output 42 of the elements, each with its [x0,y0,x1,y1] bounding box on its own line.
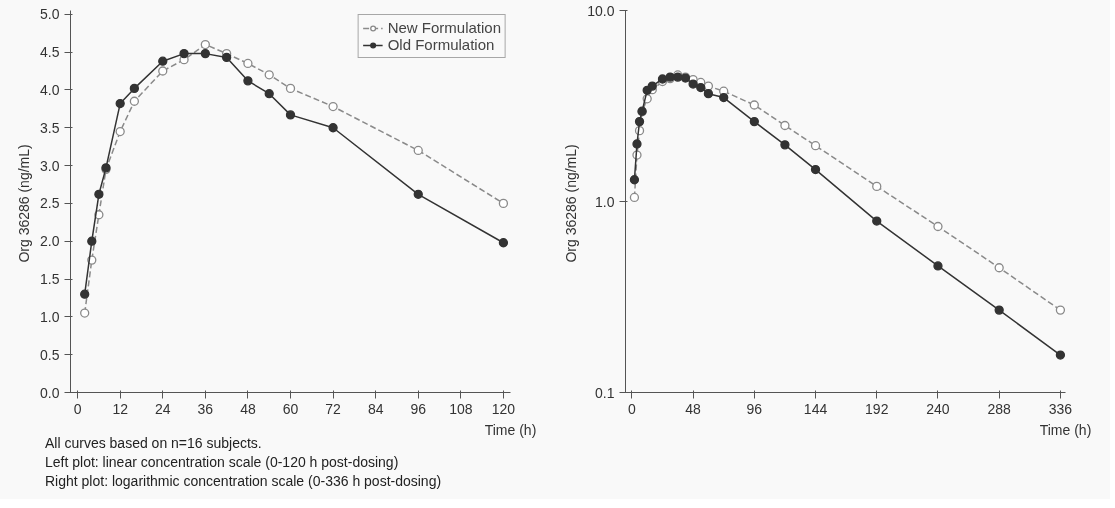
y-tick-label: 1.0 [40,308,60,325]
x-tick-label: 96 [746,400,763,417]
x-tick-label: 108 [449,400,473,417]
x-tick-label: 336 [1048,400,1073,417]
y-tick-label: 5.0 [40,6,60,23]
y-tick-label: 4.5 [40,44,60,61]
y-tick-label: 10.0 [587,2,615,19]
y-tick-label: 1.5 [40,271,60,288]
y-tick-label: 0.1 [595,384,615,401]
legend-label: New Formulation [387,19,501,36]
y-tick-label: 0.5 [40,346,60,363]
x-tick-label: 60 [282,400,299,417]
y-tick-label: 4.0 [40,81,60,98]
x-tick-label: 240 [926,400,950,417]
x-axis-title: Time (h) [484,421,537,438]
y-tick-label: 2.0 [40,233,60,250]
x-tick-label: 96 [410,400,427,417]
text: All curves based on n=16 subjects. [45,435,262,451]
y-tick-label: 3.5 [40,119,60,136]
y-tick-label: 1.0 [595,193,615,210]
x-tick-label: 72 [325,400,342,417]
y-tick-label: 3.0 [40,157,60,174]
x-tick-label: 12 [112,400,129,417]
text: Right plot: logarithmic concentration scale (0-336 h post-dosing) [45,473,442,489]
y-axis-title: Org 36286 (ng/mL) [563,144,580,263]
y-tick-label: 0.0 [40,384,60,401]
x-tick-label: 24 [154,400,171,417]
legend-label: Old Formulation [387,36,495,53]
text: Left plot: linear concentration scale (0-120 h post-dosing) [45,454,399,470]
x-tick-label: 84 [367,400,384,417]
x-tick-label: 144 [803,400,828,417]
x-tick-label: 48 [685,400,702,417]
x-axis-title: Time (h) [1039,421,1092,438]
x-tick-label: 120 [491,400,516,417]
x-tick-label: 0 [627,400,636,417]
y-axis-title: Org 36286 (ng/mL) [16,144,33,263]
x-tick-label: 48 [240,400,256,417]
x-tick-label: 36 [197,400,214,417]
x-tick-label: 288 [987,400,1012,417]
y-tick-label: 2.5 [40,195,60,212]
x-tick-label: 192 [865,400,889,417]
x-tick-label: 0 [73,400,82,417]
